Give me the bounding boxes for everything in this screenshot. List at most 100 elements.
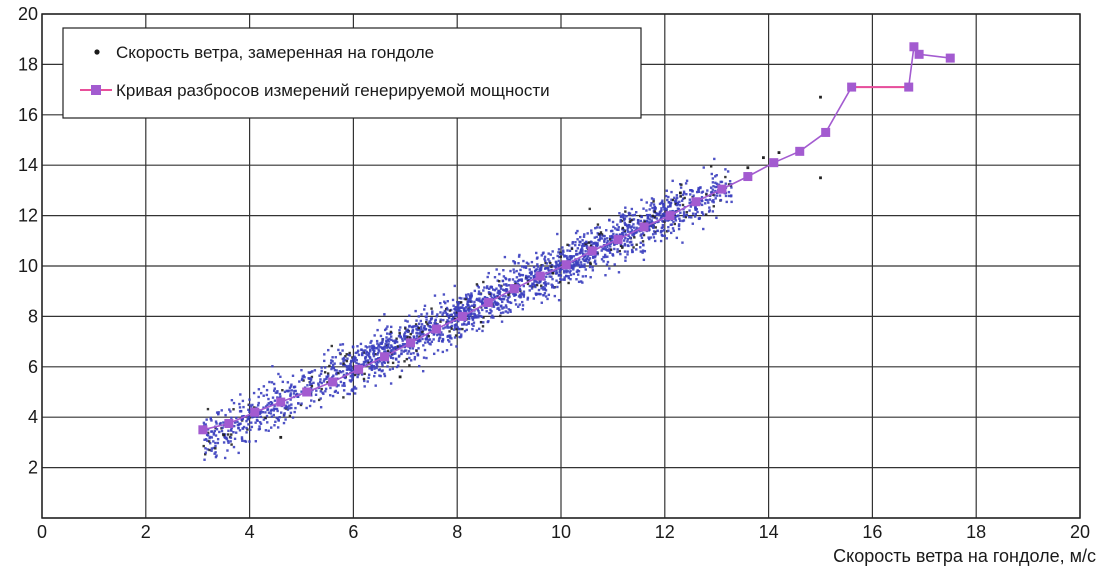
scatter-point bbox=[360, 373, 364, 376]
scatter-point bbox=[481, 299, 484, 302]
scatter-point bbox=[501, 279, 504, 283]
scatter-point bbox=[548, 275, 551, 278]
scatter-point bbox=[428, 325, 432, 328]
scatter-point bbox=[577, 264, 581, 267]
curve-marker bbox=[380, 352, 390, 362]
scatter-point bbox=[517, 262, 520, 265]
scatter-point bbox=[550, 265, 553, 268]
scatter-point bbox=[676, 207, 680, 210]
scatter-point bbox=[350, 369, 353, 372]
scatter-point bbox=[228, 408, 231, 411]
scatter-point bbox=[276, 409, 279, 413]
scatter-point bbox=[324, 390, 327, 393]
scatter-point bbox=[496, 307, 499, 310]
scatter-point bbox=[247, 415, 250, 419]
scatter-point bbox=[380, 362, 384, 365]
scatter-point bbox=[417, 315, 420, 318]
scatter-point bbox=[506, 298, 509, 302]
scatter-point bbox=[209, 441, 212, 445]
scatter-point bbox=[635, 243, 638, 246]
scatter-point bbox=[521, 300, 524, 304]
scatter-point bbox=[542, 288, 545, 291]
scatter-point bbox=[575, 264, 578, 267]
scatter-point bbox=[663, 208, 666, 211]
scatter-point bbox=[408, 347, 412, 350]
scatter-point bbox=[272, 413, 275, 417]
scatter-point bbox=[711, 177, 715, 180]
scatter-point bbox=[673, 200, 677, 203]
scatter-point bbox=[628, 241, 632, 244]
scatter-point bbox=[448, 326, 452, 329]
scatter-point bbox=[525, 261, 529, 264]
scatter-point bbox=[601, 247, 604, 250]
scatter-point bbox=[516, 280, 520, 283]
scatter-point bbox=[400, 344, 404, 348]
scatter-point bbox=[519, 278, 523, 281]
scatter-point bbox=[636, 219, 640, 222]
scatter-point bbox=[521, 273, 525, 277]
scatter-point bbox=[405, 357, 409, 361]
scatter-point bbox=[570, 247, 574, 251]
scatter-point bbox=[376, 351, 380, 354]
scatter-point bbox=[389, 382, 393, 385]
scatter-point bbox=[583, 233, 586, 236]
scatter-point bbox=[602, 260, 605, 263]
scatter-point bbox=[611, 253, 614, 256]
scatter-point bbox=[652, 230, 656, 233]
scatter-point bbox=[609, 235, 612, 238]
scatter-point bbox=[640, 233, 643, 236]
scatter-point bbox=[368, 356, 372, 359]
scatter-point bbox=[668, 205, 672, 208]
scatter-point bbox=[277, 372, 280, 376]
scatter-point bbox=[606, 237, 609, 240]
scatter-point bbox=[635, 211, 638, 214]
scatter-point bbox=[528, 289, 531, 292]
scatter-point bbox=[433, 332, 436, 336]
scatter-point bbox=[241, 399, 245, 403]
scatter-point bbox=[379, 334, 383, 338]
scatter-point bbox=[518, 253, 521, 257]
scatter-point bbox=[561, 253, 564, 256]
scatter-point bbox=[596, 232, 599, 235]
scatter-point bbox=[509, 269, 512, 273]
scatter-point bbox=[452, 304, 455, 307]
scatter-point bbox=[699, 186, 702, 189]
scatter-point bbox=[273, 399, 277, 402]
scatter-point bbox=[626, 226, 630, 229]
scatter-point bbox=[657, 213, 660, 216]
scatter-point bbox=[314, 393, 318, 396]
scatter-point bbox=[590, 241, 593, 244]
scatter-point bbox=[423, 325, 426, 328]
scatter-point bbox=[386, 344, 390, 347]
scatter-point bbox=[387, 350, 390, 354]
scatter-point bbox=[540, 265, 543, 269]
scatter-point bbox=[445, 308, 448, 311]
scatter-point bbox=[553, 265, 556, 268]
scatter-point bbox=[460, 306, 463, 309]
scatter-point bbox=[540, 254, 543, 257]
scatter-point bbox=[335, 372, 338, 375]
scatter-point bbox=[621, 226, 625, 230]
scatter-point bbox=[478, 297, 481, 300]
scatter-point bbox=[464, 293, 468, 297]
scatter-point bbox=[369, 350, 372, 353]
scatter-point bbox=[300, 402, 303, 405]
scatter-point bbox=[396, 345, 400, 348]
scatter-point bbox=[475, 283, 479, 286]
scatter-point bbox=[273, 424, 276, 427]
scatter-point bbox=[558, 273, 561, 277]
scatter-point bbox=[643, 249, 647, 253]
scatter-point bbox=[419, 330, 422, 333]
scatter-point bbox=[591, 269, 595, 272]
scatter-point bbox=[476, 297, 479, 301]
scatter-point bbox=[467, 316, 470, 319]
scatter-point bbox=[777, 151, 781, 154]
legend-label-curve: Кривая разбросов измерений генерируемой … bbox=[116, 81, 550, 100]
scatter-point bbox=[491, 314, 494, 317]
scatter-point bbox=[357, 362, 360, 366]
scatter-point bbox=[697, 186, 700, 190]
scatter-point bbox=[697, 188, 700, 192]
scatter-point bbox=[492, 316, 495, 319]
scatter-point bbox=[639, 250, 643, 253]
scatter-point bbox=[282, 421, 286, 425]
